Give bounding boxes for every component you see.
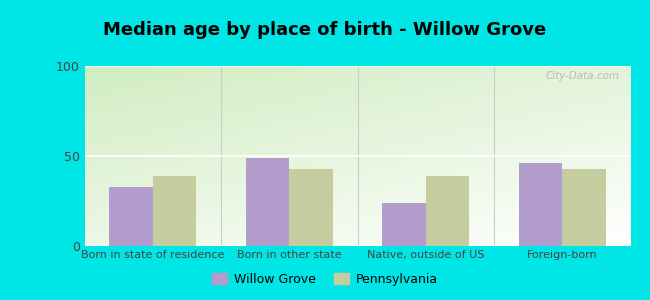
- Bar: [109, 187, 153, 246]
- Bar: [153, 176, 196, 246]
- Bar: [519, 163, 562, 246]
- Text: Median age by place of birth - Willow Grove: Median age by place of birth - Willow Gr…: [103, 21, 547, 39]
- Legend: Willow Grove, Pennsylvania: Willow Grove, Pennsylvania: [207, 268, 443, 291]
- Bar: [246, 158, 289, 246]
- Bar: [382, 203, 426, 246]
- Bar: [289, 169, 333, 246]
- Bar: [562, 169, 606, 246]
- Text: City-Data.com: City-Data.com: [545, 71, 619, 81]
- Bar: [426, 176, 469, 246]
